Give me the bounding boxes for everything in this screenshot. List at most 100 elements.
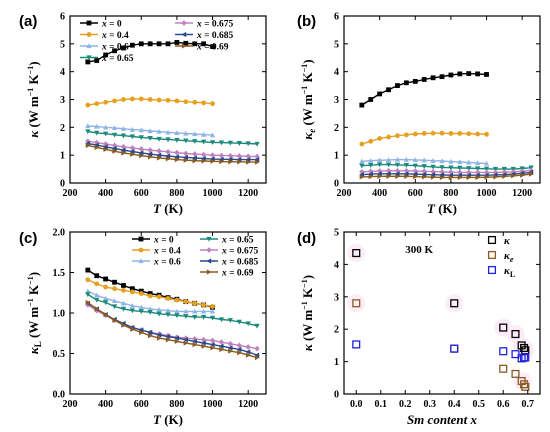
data-point <box>511 350 520 359</box>
data-point <box>245 156 251 163</box>
y-tick-label: 3 <box>60 95 65 106</box>
data-point <box>430 158 436 163</box>
data-point <box>94 144 100 151</box>
data-point <box>94 297 100 303</box>
data-point <box>227 156 233 162</box>
data-point <box>246 352 251 358</box>
series-c-x0.6 <box>85 288 216 314</box>
legend-marker <box>86 20 92 26</box>
data-point <box>483 166 490 172</box>
data-point <box>403 171 409 177</box>
data-point <box>192 155 197 161</box>
data-point <box>138 150 144 156</box>
series-d-kappa <box>352 249 530 355</box>
y-tick-label: 3 <box>334 292 339 303</box>
legend-label: x = 0.6 <box>153 258 181 268</box>
data-point <box>156 97 162 103</box>
data-point <box>102 295 109 301</box>
x-tick-label: 1200 <box>512 188 532 199</box>
data-point <box>174 297 180 303</box>
data-point <box>499 347 508 356</box>
data-point <box>466 71 472 77</box>
legend-item-x0.4: x = 0.4 <box>80 31 129 41</box>
data-point <box>174 98 180 104</box>
data-point <box>138 327 144 333</box>
legend-label: x = 0.4 <box>101 31 129 41</box>
data-point <box>352 340 361 349</box>
data-point <box>112 148 118 154</box>
data-point <box>111 145 117 152</box>
data-point <box>165 333 171 340</box>
data-point <box>218 152 225 159</box>
data-point <box>236 346 242 353</box>
data-point <box>85 59 91 65</box>
data-point <box>156 311 162 317</box>
data-point <box>403 156 410 162</box>
data-point <box>227 152 234 159</box>
data-point <box>85 277 91 283</box>
legend-label: x = 0.685 <box>221 258 259 268</box>
y-ticks: 0 1 2 3 4 5 <box>334 228 540 401</box>
data-point <box>165 296 171 301</box>
data-point <box>511 369 520 378</box>
data-point <box>421 157 427 163</box>
data-point <box>192 308 198 314</box>
x-ticks: 200 400 600 800 1000 1200 <box>63 232 258 410</box>
x-axis-label: Sm content x <box>407 412 478 427</box>
x-tick-label: 1000 <box>477 188 497 199</box>
data-point <box>85 288 91 294</box>
data-point <box>192 131 198 137</box>
data-point <box>209 341 215 348</box>
data-point <box>200 308 207 314</box>
data-point <box>502 173 508 179</box>
data-point <box>112 286 117 292</box>
data-point <box>210 101 215 107</box>
legend-item-x0.685: x = 0.685 <box>200 258 259 268</box>
series-a-x0.65 <box>85 129 260 147</box>
panel-label: (b) <box>297 13 316 30</box>
data-point <box>85 267 91 273</box>
data-point <box>520 172 525 178</box>
data-point <box>376 171 382 177</box>
y-tick-label: 5 <box>60 39 65 50</box>
y-tick-label: 6 <box>334 12 339 23</box>
data-point <box>147 291 153 296</box>
series-b-x0.6 <box>359 156 490 166</box>
data-point <box>121 322 127 328</box>
data-point <box>236 153 242 159</box>
data-point <box>474 160 481 166</box>
data-point <box>148 154 153 160</box>
data-point <box>245 349 251 355</box>
legend-marker <box>138 258 144 264</box>
data-point <box>218 343 224 349</box>
data-point <box>112 48 117 54</box>
series-a-x0.685 <box>85 140 260 163</box>
y-ticks: 0.0 0.5 1.0 1.5 2.0 <box>53 228 266 401</box>
legend-marker <box>138 247 144 253</box>
data-point <box>245 321 251 327</box>
legend-label: x = 0.69 <box>196 43 229 53</box>
data-point <box>165 153 171 159</box>
data-point <box>520 380 529 389</box>
legend-label: x = 0.4 <box>153 247 181 257</box>
data-point <box>466 131 472 137</box>
data-point <box>395 173 401 179</box>
x-axis-label: T (K) <box>153 201 183 216</box>
data-point <box>245 344 251 350</box>
legend-marker <box>138 236 144 242</box>
data-point <box>183 150 189 157</box>
series-line <box>361 163 532 170</box>
data-point <box>121 283 126 288</box>
data-point <box>129 126 136 132</box>
y-tick-label: 0 <box>334 179 339 190</box>
data-point <box>147 310 153 315</box>
data-point <box>210 304 215 309</box>
x-tick-label: 1200 <box>238 399 258 410</box>
x-tick-label: 0.0 <box>350 399 363 410</box>
legend-item-x0.65: x = 0.65 <box>200 236 254 246</box>
data-point <box>165 337 171 343</box>
data-point <box>422 174 427 180</box>
legend-marker <box>181 20 187 26</box>
panel-c: (c) 200 400 600 800 1000 1200 0.0 0.5 1.0 1.5 2.0 T … <box>19 228 267 427</box>
panel-label: (a) <box>19 13 37 30</box>
